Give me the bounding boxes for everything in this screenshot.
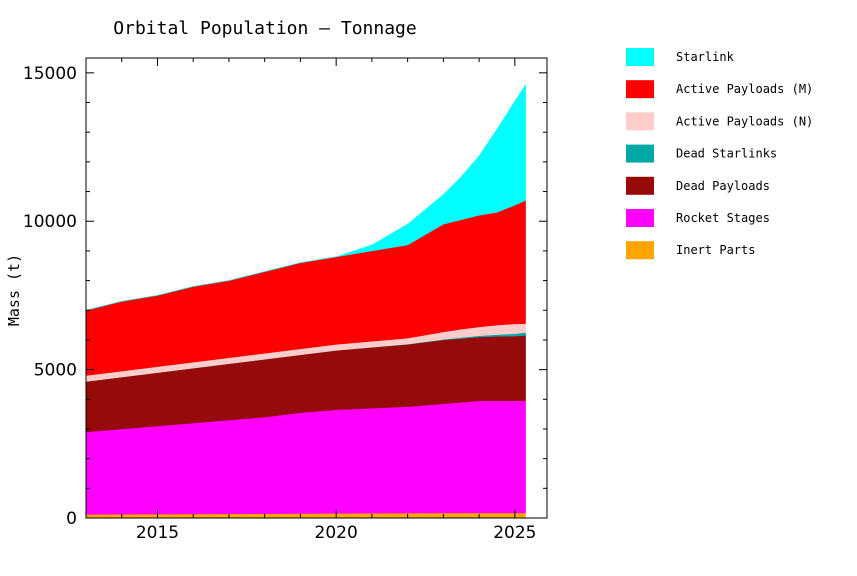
legend-label-dead-payloads: Dead Payloads: [676, 179, 770, 193]
plot-areas: [85, 83, 526, 519]
y-axis-label: Mass (t): [5, 254, 23, 326]
legend-label-dead-starlinks: Dead Starlinks: [676, 147, 777, 161]
legend-label-active-payloads-n: Active Payloads (N): [676, 114, 813, 128]
legend: Starlink Active Payloads (M) Active Payloa…: [626, 48, 813, 260]
area-starlink: [85, 83, 526, 311]
y-tick-label: 0: [66, 509, 77, 529]
x-tick-label: 2020: [315, 523, 358, 543]
legend-swatch-inert-parts: [626, 241, 654, 260]
legend-swatch-dead-payloads: [626, 176, 654, 195]
y-tick-label: 10000: [23, 212, 77, 232]
legend-label-starlink: Starlink: [676, 50, 735, 64]
y-tick-label: 15000: [23, 64, 77, 84]
axis-ticks: 0 5000 10000 15000 2015 2020 2025: [23, 58, 547, 543]
legend-swatch-active-payloads-m: [626, 80, 654, 99]
x-tick-label: 2025: [493, 523, 536, 543]
legend-label-active-payloads-m: Active Payloads (M): [676, 82, 813, 96]
legend-swatch-starlink: [626, 48, 654, 66]
legend-label-inert-parts: Inert Parts: [676, 243, 755, 257]
legend-label-rocket-stages: Rocket Stages: [676, 211, 770, 225]
plot-frame: [85, 57, 548, 519]
y-tick-label: 5000: [34, 361, 77, 381]
x-tick-label: 2015: [136, 523, 179, 543]
legend-swatch-rocket-stages: [626, 209, 654, 227]
legend-swatch-dead-starlinks: [626, 144, 654, 163]
legend-swatch-active-payloads-n: [626, 112, 654, 131]
chart-title: Orbital Population – Tonnage: [113, 18, 416, 39]
